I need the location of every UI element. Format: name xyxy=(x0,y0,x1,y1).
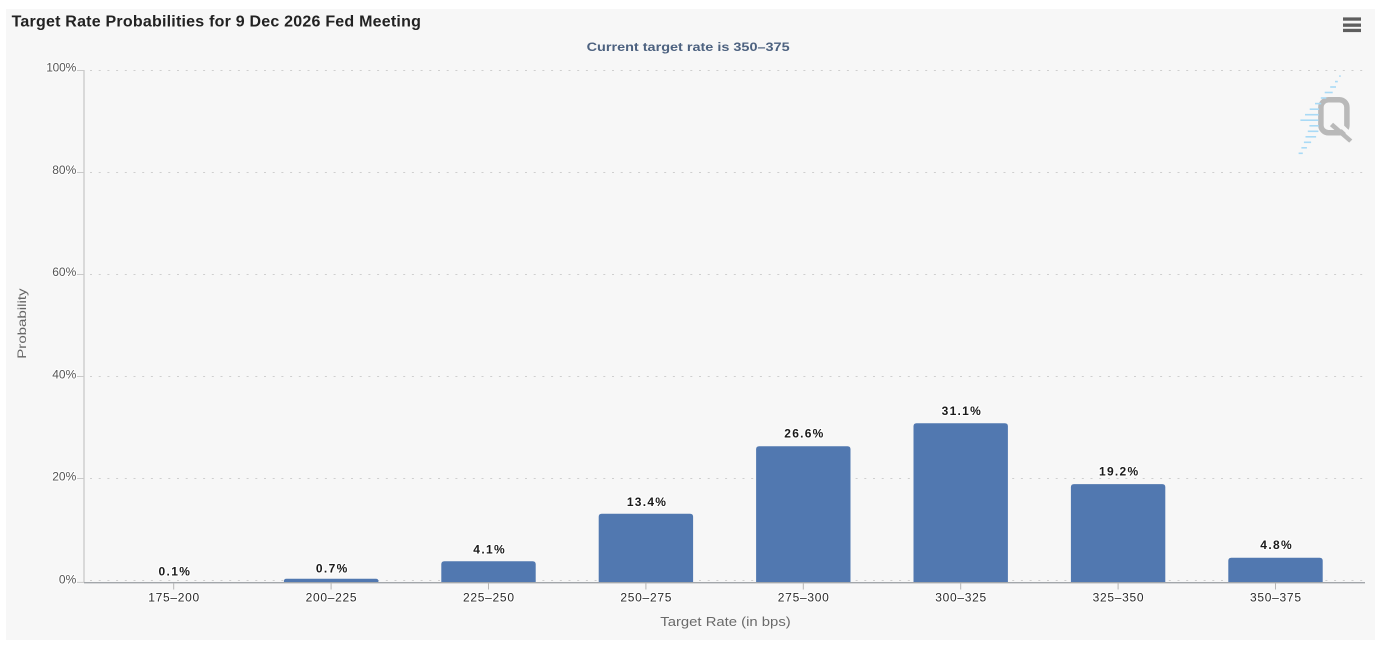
svg-text:Current target rate is 350–375: Current target rate is 350–375 xyxy=(587,40,790,54)
svg-text:275–300: 275–300 xyxy=(778,591,829,605)
svg-text:26.6%: 26.6% xyxy=(784,427,823,441)
svg-text:31.1%: 31.1% xyxy=(942,404,981,418)
svg-text:4.1%: 4.1% xyxy=(473,542,505,556)
svg-text:13.4%: 13.4% xyxy=(627,495,666,509)
svg-text:325–350: 325–350 xyxy=(1093,591,1144,605)
svg-text:0.7%: 0.7% xyxy=(316,561,348,575)
svg-text:200–225: 200–225 xyxy=(306,591,357,605)
svg-text:175–200: 175–200 xyxy=(148,591,199,605)
svg-text:0.1%: 0.1% xyxy=(159,565,191,579)
svg-text:60%: 60% xyxy=(52,265,76,279)
svg-text:19.2%: 19.2% xyxy=(1099,465,1138,479)
svg-text:80%: 80% xyxy=(52,163,76,177)
svg-text:4.8%: 4.8% xyxy=(1260,538,1292,552)
svg-text:Target Rate Probabilities for: Target Rate Probabilities for 9 Dec 2026… xyxy=(12,14,421,31)
svg-text:100%: 100% xyxy=(46,61,76,75)
svg-text:20%: 20% xyxy=(52,470,76,484)
svg-text:225–250: 225–250 xyxy=(463,591,514,605)
svg-text:300–325: 300–325 xyxy=(935,591,986,605)
svg-text:350–375: 350–375 xyxy=(1250,591,1301,605)
svg-text:0%: 0% xyxy=(59,573,77,587)
svg-text:250–275: 250–275 xyxy=(620,591,671,605)
svg-text:Target Rate (in bps): Target Rate (in bps) xyxy=(660,615,790,629)
svg-text:40%: 40% xyxy=(52,367,76,381)
svg-text:Probability: Probability xyxy=(15,288,29,358)
